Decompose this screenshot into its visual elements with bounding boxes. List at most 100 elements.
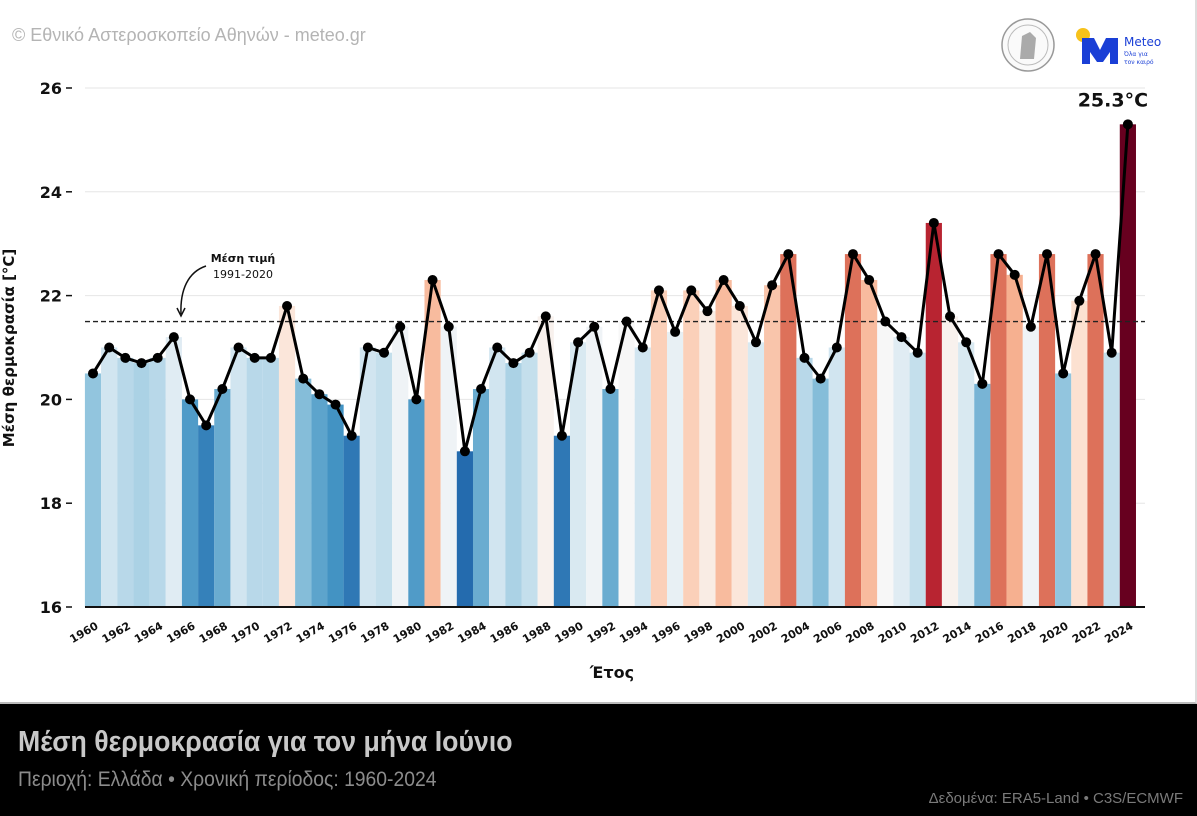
- bar-1979: [392, 326, 409, 607]
- bar-1986: [505, 363, 522, 607]
- x-tick-label: 2000: [714, 619, 747, 646]
- point-1985: [492, 342, 503, 353]
- point-1989: [556, 430, 567, 441]
- bar-2016: [990, 254, 1007, 607]
- point-2005: [815, 373, 826, 384]
- max-value-annotation: 25.3°C: [1078, 89, 1148, 111]
- point-2015: [977, 378, 988, 389]
- x-tick-label: 1966: [164, 619, 197, 646]
- point-1968: [217, 384, 228, 395]
- bar-1975: [327, 404, 344, 607]
- point-2019: [1042, 249, 1053, 260]
- x-tick-label: 2022: [1070, 619, 1103, 646]
- point-1997: [686, 285, 697, 296]
- y-tick-label: 24: [40, 183, 62, 202]
- meteo-logo: Meteo Όλα για τον καιρό: [1076, 28, 1161, 66]
- bar-1984: [472, 389, 490, 607]
- point-1982: [443, 321, 454, 332]
- footer: Μέση θερμοκρασία για τον μήνα Ιούνιο Περ…: [0, 704, 1197, 816]
- point-1983: [459, 446, 470, 457]
- y-tick-label: 26: [40, 79, 62, 98]
- bar-1982: [440, 326, 457, 607]
- bar-1978: [375, 352, 393, 607]
- bars: [84, 124, 1136, 607]
- bar-1960: [84, 373, 102, 607]
- point-1975: [330, 399, 341, 410]
- bar-1990: [570, 342, 587, 607]
- bar-2024: [1119, 124, 1136, 607]
- copyright-text: © Εθνικό Αστεροσκοπείο Αθηνών - meteo.gr: [12, 25, 366, 45]
- bar-1966: [181, 399, 199, 607]
- bar-1967: [198, 425, 215, 607]
- x-tick-label: 1982: [423, 619, 456, 646]
- point-1981: [427, 275, 438, 286]
- meteo-logo-tagline-2: τον καιρό: [1124, 59, 1154, 66]
- x-tick-label: 1970: [229, 619, 262, 646]
- point-1996: [670, 326, 681, 337]
- footer-title: Μέση θερμοκρασία για τον μήνα Ιούνιο: [18, 726, 513, 758]
- point-1998: [702, 306, 713, 317]
- bar-2020: [1055, 373, 1072, 607]
- point-1984: [476, 384, 487, 395]
- point-1978: [379, 347, 390, 358]
- x-tick-label: 2012: [908, 619, 941, 646]
- bar-1996: [667, 331, 684, 607]
- y-tick-label: 16: [40, 598, 62, 617]
- y-tick-label: 20: [40, 390, 62, 409]
- bar-2005: [812, 378, 829, 607]
- point-1995: [653, 285, 664, 296]
- bar-2003: [780, 254, 797, 607]
- point-1990: [573, 337, 584, 348]
- x-tick-label: 1960: [67, 619, 100, 646]
- x-tick-label: 1964: [132, 619, 165, 646]
- temperature-line: [88, 119, 1133, 457]
- bar-2012: [925, 222, 942, 607]
- footer-source: Δεδομένα: ERA5-Land • C3S/ECMWF: [928, 790, 1183, 807]
- x-tick-label: 2008: [844, 619, 877, 646]
- point-1971: [265, 352, 276, 363]
- x-tick-label: 2006: [811, 619, 844, 646]
- point-1987: [524, 347, 535, 358]
- point-1964: [152, 352, 163, 363]
- bar-2006: [828, 347, 845, 607]
- x-tick-label: 1996: [650, 619, 683, 646]
- bar-1985: [489, 347, 506, 607]
- bar-2002: [764, 285, 781, 607]
- point-2008: [864, 275, 875, 286]
- bar-1961: [101, 347, 118, 607]
- x-tick-label: 2002: [747, 619, 780, 646]
- point-1974: [314, 389, 325, 400]
- bar-2004: [796, 357, 813, 607]
- x-tick-label: 2004: [779, 619, 812, 646]
- x-tick-label: 1978: [359, 619, 392, 646]
- point-1962: [120, 352, 131, 363]
- bar-1972: [278, 305, 296, 607]
- x-tick-label: 1998: [682, 619, 715, 646]
- point-2009: [880, 316, 891, 327]
- x-tick-label: 1968: [197, 619, 230, 646]
- bar-1994: [634, 347, 651, 607]
- point-2010: [896, 332, 907, 343]
- x-tick-label: 2020: [1038, 619, 1071, 646]
- bar-1980: [408, 399, 425, 607]
- point-2016: [993, 249, 1004, 260]
- bar-1963: [133, 363, 150, 607]
- bar-2017: [1006, 274, 1023, 607]
- point-1970: [249, 352, 260, 363]
- point-1986: [508, 358, 519, 369]
- bar-1976: [343, 435, 360, 607]
- bar-1997: [683, 290, 700, 607]
- bar-1999: [715, 280, 732, 607]
- bar-1965: [165, 337, 182, 607]
- point-2014: [961, 337, 972, 348]
- bar-1991: [586, 326, 603, 607]
- point-2020: [1058, 368, 1069, 379]
- bar-1974: [311, 394, 328, 607]
- bar-2010: [893, 337, 910, 607]
- point-2002: [767, 280, 778, 291]
- bar-2011: [909, 352, 926, 607]
- point-2022: [1090, 249, 1101, 260]
- point-1991: [589, 321, 600, 332]
- reference-label-title: Μέση τιμή: [211, 252, 276, 265]
- bar-1998: [699, 311, 716, 607]
